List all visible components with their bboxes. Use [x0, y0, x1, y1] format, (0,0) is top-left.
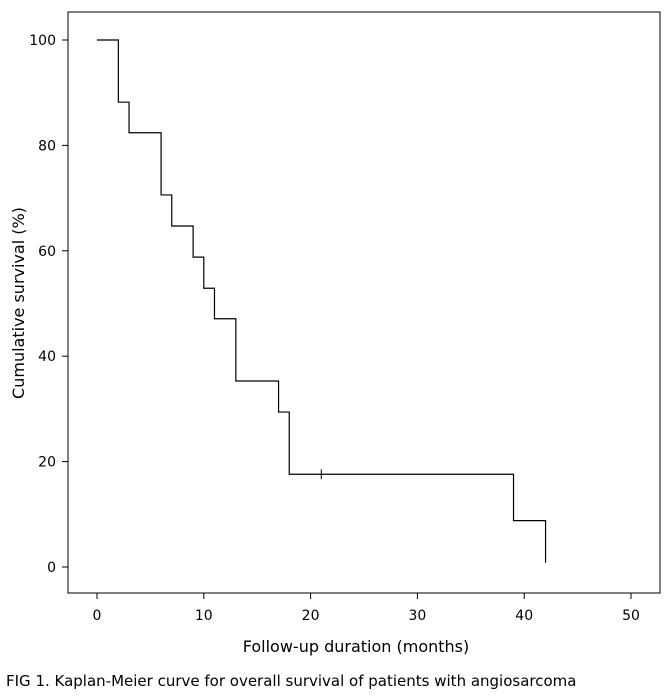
- y-tick-label: 40: [38, 349, 56, 365]
- y-axis: 0 20 40 60 80 100: [29, 33, 68, 576]
- x-tick-label: 20: [302, 608, 320, 624]
- x-axis: 0 10 20 30 40 50: [93, 593, 640, 624]
- y-tick-label: 0: [47, 560, 56, 576]
- x-tick-label: 40: [515, 608, 533, 624]
- series-layer: [97, 39, 547, 563]
- y-tick-label: 80: [38, 138, 56, 154]
- plot-frame: [67, 11, 661, 594]
- x-tick-label: 0: [93, 608, 102, 624]
- y-tick-label: 100: [29, 33, 56, 49]
- y-tick-label: 20: [38, 455, 56, 471]
- y-axis-label: Cumulative survival (%): [9, 207, 28, 399]
- x-tick-label: 10: [195, 608, 213, 624]
- kaplan-meier-chart: 0 10 20 30 40 50 0 20 40 60 80 100 Follow-up durat…: [9, 11, 661, 656]
- y-tick-label: 60: [38, 244, 56, 260]
- figure-caption: FIG 1. Kaplan-Meier curve for overall su…: [6, 672, 577, 690]
- x-tick-label: 50: [622, 608, 640, 624]
- x-axis-label: Follow-up duration (months): [243, 637, 470, 656]
- x-tick-label: 30: [408, 608, 426, 624]
- survival-curve: [97, 39, 547, 563]
